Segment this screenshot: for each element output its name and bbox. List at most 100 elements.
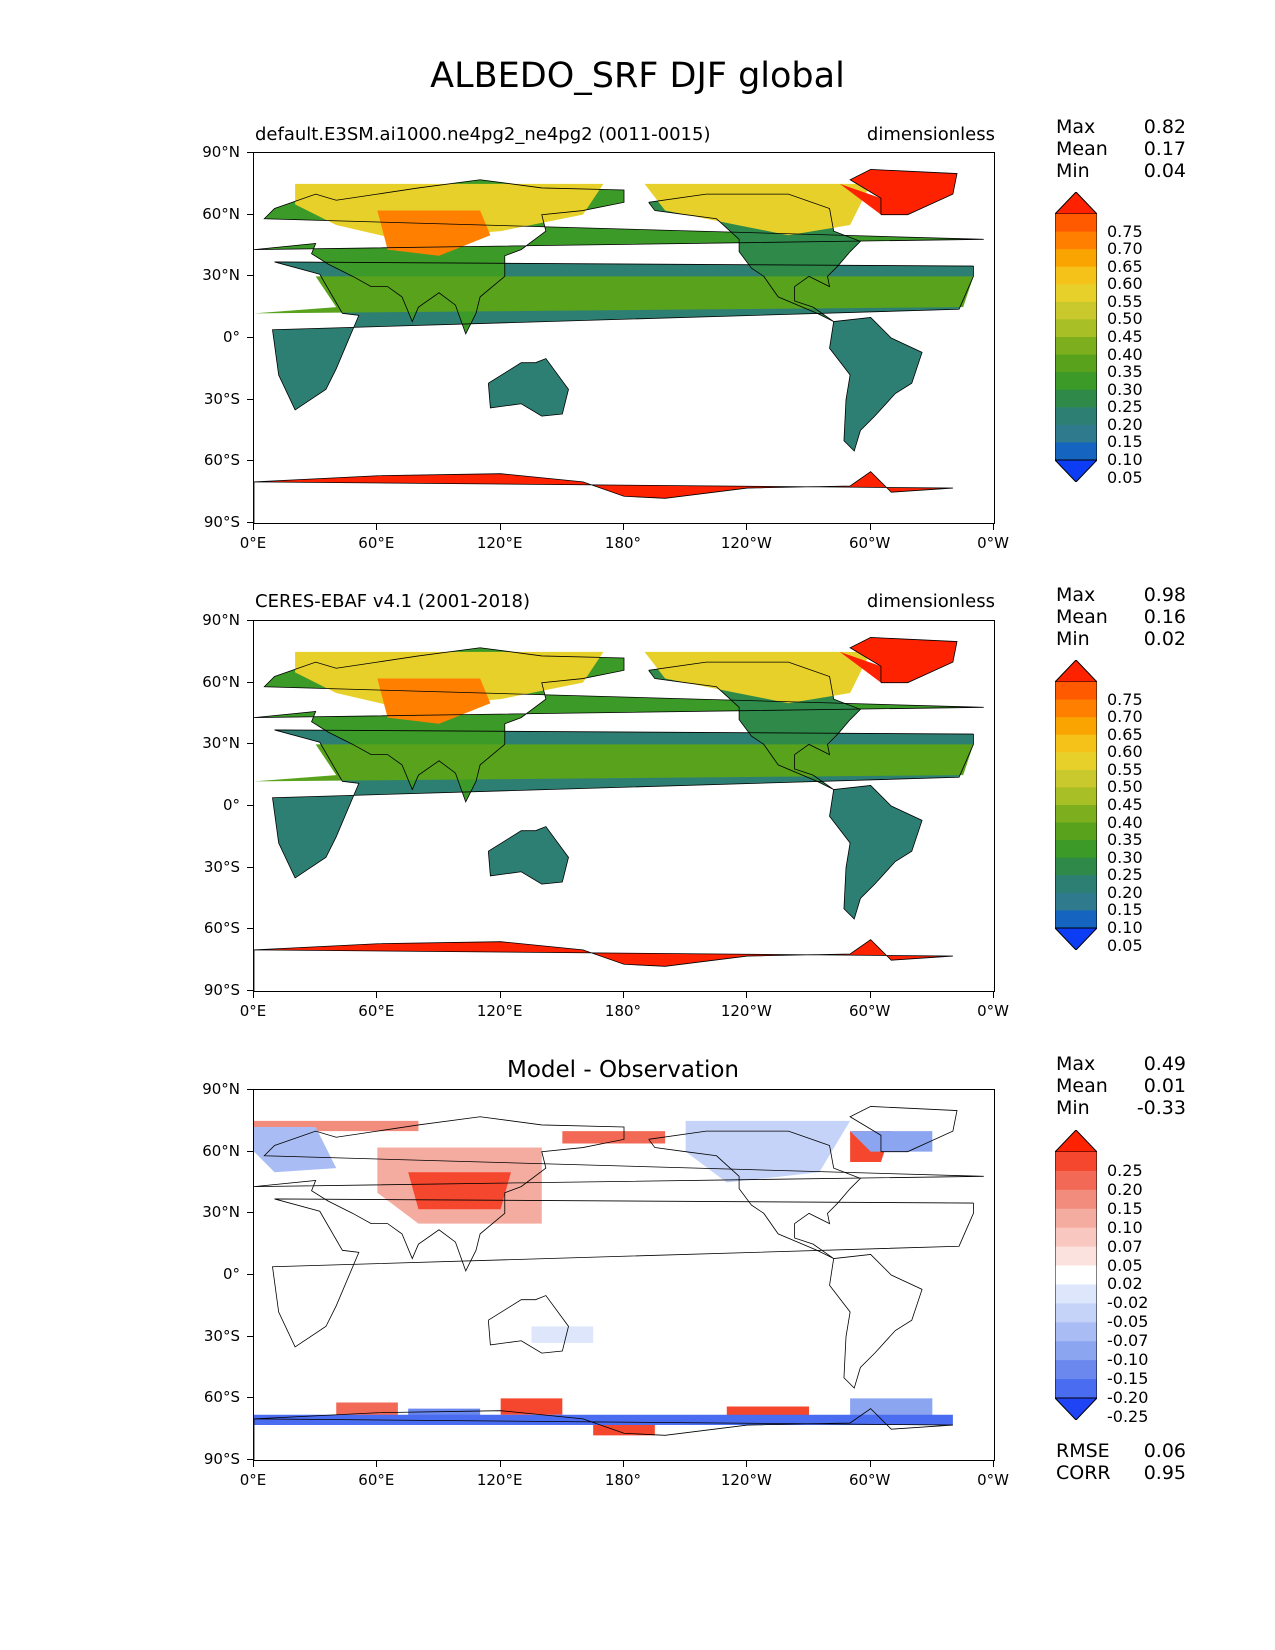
lat-tick bbox=[247, 337, 253, 338]
colorbar-label: 0.05 bbox=[1107, 467, 1143, 487]
coastline-samerica bbox=[829, 317, 923, 452]
coastline-africa bbox=[272, 261, 974, 411]
lat-tick-label: 30°S bbox=[203, 1326, 240, 1345]
lat-tick bbox=[247, 681, 253, 683]
colorbar-label: 0.45 bbox=[1107, 327, 1143, 346]
lon-tick-label: 60°W bbox=[848, 1002, 891, 1020]
colorbar-label: 0.45 bbox=[1107, 795, 1143, 814]
colorbar-label: 0.65 bbox=[1107, 724, 1143, 744]
anomaly-neg-namerica bbox=[685, 1120, 851, 1183]
stat-mean: 0.17 bbox=[1143, 138, 1186, 160]
lon-tick bbox=[376, 524, 378, 530]
lon-tick-label: 0°W bbox=[977, 534, 1009, 552]
colorbar-extend-max bbox=[1053, 659, 1099, 683]
observation-map bbox=[253, 620, 995, 992]
stat-min-label: Min bbox=[1056, 1097, 1090, 1119]
lon-tick bbox=[499, 524, 501, 530]
colorbar-label: 0.75 bbox=[1107, 689, 1143, 709]
lon-tick-label: 120°E bbox=[476, 1002, 523, 1020]
colorbar-label: 0.05 bbox=[1107, 1255, 1143, 1275]
corr-label: CORR bbox=[1056, 1462, 1111, 1484]
colorbar-label: -0.15 bbox=[1107, 1369, 1149, 1389]
coastline-greenland bbox=[849, 637, 958, 684]
lat-tick-label: 90°N bbox=[202, 143, 240, 161]
colorbar-segment bbox=[1055, 840, 1097, 859]
colorbar-segment bbox=[1055, 214, 1097, 233]
difference-map bbox=[253, 1089, 995, 1461]
snow-band-eurasia bbox=[295, 651, 604, 708]
lon-tick-label: 180° bbox=[604, 534, 642, 552]
land-antarctica bbox=[254, 471, 953, 523]
colorbar bbox=[1053, 1129, 1099, 1424]
land-africa bbox=[272, 729, 974, 878]
lat-tick-label: 90°N bbox=[202, 611, 240, 629]
land-australia bbox=[488, 358, 569, 417]
lat-tick-label: 60°S bbox=[203, 919, 240, 938]
lat-tick-label: 30°N bbox=[202, 1203, 240, 1222]
anomaly-pos-south-4 bbox=[726, 1406, 809, 1423]
colorbar-segment bbox=[1055, 1303, 1097, 1323]
lon-tick-label: 0°E bbox=[239, 1002, 267, 1020]
lat-tick bbox=[247, 398, 253, 400]
colorbar-segment bbox=[1055, 301, 1097, 320]
lon-tick-label: 120°W bbox=[720, 1471, 772, 1489]
colorbar-label: -0.25 bbox=[1107, 1406, 1149, 1426]
colorbar-label: 0.05 bbox=[1107, 935, 1143, 955]
colorbar-segment bbox=[1055, 1170, 1097, 1191]
colorbar-segment bbox=[1055, 734, 1097, 753]
colorbar-segment bbox=[1055, 1322, 1097, 1342]
coastline-samerica bbox=[829, 1254, 923, 1389]
observation-stats: Max 0.98 Mean 0.16 Min 0.02 bbox=[1056, 584, 1186, 650]
rmse-value: 0.06 bbox=[1143, 1440, 1186, 1462]
lon-tick bbox=[376, 1461, 378, 1467]
colorbar-label: 0.07 bbox=[1107, 1236, 1143, 1256]
lat-tick bbox=[247, 990, 253, 991]
colorbar-label: 0.50 bbox=[1107, 777, 1143, 797]
lat-tick bbox=[247, 152, 253, 153]
colorbar-label: 0.35 bbox=[1107, 362, 1143, 382]
colorbar-segment bbox=[1055, 769, 1097, 788]
colorbar-label: 0.25 bbox=[1107, 397, 1143, 417]
model-map bbox=[253, 152, 995, 524]
lat-tick bbox=[247, 213, 253, 215]
lat-tick-label: 60°N bbox=[202, 1141, 240, 1160]
colorbar-label: 0.30 bbox=[1107, 847, 1143, 867]
colorbar-extend-min bbox=[1053, 1397, 1099, 1421]
colorbar-segment bbox=[1055, 892, 1097, 911]
lon-tick bbox=[746, 992, 748, 998]
lon-tick bbox=[746, 1461, 748, 1467]
anomaly-neg-greenland bbox=[850, 1131, 933, 1152]
lon-tick-label: 0°W bbox=[977, 1002, 1009, 1020]
stat-max-label: Max bbox=[1056, 584, 1096, 606]
stat-min: -0.33 bbox=[1136, 1097, 1186, 1119]
model-stats: Max 0.82 Mean 0.17 Min 0.04 bbox=[1056, 116, 1186, 182]
anomaly-pos-arctic bbox=[254, 1120, 419, 1132]
rmse-label: RMSE bbox=[1056, 1440, 1110, 1462]
lon-tick bbox=[993, 1461, 994, 1467]
colorbar-segment bbox=[1055, 319, 1097, 338]
snow-greenland bbox=[839, 637, 957, 683]
panel-title-left: default.E3SM.ai1000.ne4pg2_ne4pg2 (0011-… bbox=[255, 124, 711, 145]
lat-tick bbox=[247, 1089, 253, 1090]
colorbar-label: 0.15 bbox=[1107, 1198, 1143, 1218]
colorbar-label: -0.05 bbox=[1107, 1312, 1149, 1332]
lat-tick-label: 30°N bbox=[202, 734, 240, 753]
stat-max: 0.98 bbox=[1143, 584, 1186, 606]
lon-tick bbox=[993, 992, 994, 998]
coastline-antarctica bbox=[254, 471, 953, 523]
coastline-greenland bbox=[849, 1106, 958, 1153]
colorbar-segment bbox=[1055, 1246, 1097, 1267]
snow-core-siberia bbox=[377, 210, 491, 256]
desert-sahara bbox=[254, 744, 974, 782]
colorbar-label: 0.20 bbox=[1107, 1179, 1143, 1199]
stat-max-label: Max bbox=[1056, 1053, 1096, 1075]
lon-tick bbox=[253, 1461, 254, 1467]
colorbar-label: 0.55 bbox=[1107, 291, 1143, 311]
coastline-namerica bbox=[648, 661, 862, 790]
colorbar-label: 0.70 bbox=[1107, 707, 1143, 727]
colorbar-label: 0.02 bbox=[1107, 1274, 1143, 1294]
snow-core-siberia bbox=[377, 678, 491, 724]
colorbar-label: 0.20 bbox=[1107, 414, 1143, 434]
colorbar-segment bbox=[1055, 284, 1097, 303]
